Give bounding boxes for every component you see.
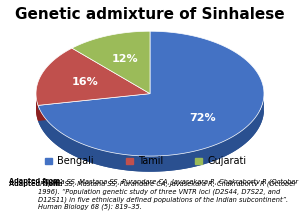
Text: Adapted from:: Adapted from: — [9, 178, 63, 184]
Text: 72%: 72% — [189, 113, 216, 123]
Text: Gujarati: Gujarati — [207, 156, 246, 165]
Polygon shape — [38, 109, 264, 172]
Text: 16%: 16% — [72, 77, 98, 87]
Bar — [45, 157, 52, 164]
Polygon shape — [72, 31, 150, 94]
Polygon shape — [38, 95, 264, 172]
Polygon shape — [38, 31, 264, 156]
Text: Genetic admixture of Sinhalese: Genetic admixture of Sinhalese — [15, 7, 285, 22]
Bar — [126, 157, 133, 164]
Bar — [195, 157, 202, 164]
Polygon shape — [36, 109, 150, 121]
Text: 12%: 12% — [112, 54, 138, 64]
Polygon shape — [36, 94, 38, 121]
Text: Papiha SS, Mastana SS, Purandare CA, Javasekara R, Chakrabortv R (October 1996).: Papiha SS, Mastana SS, Purandare CA, Jav… — [38, 181, 296, 210]
Text: Tamil: Tamil — [138, 156, 163, 165]
Text: Bengali: Bengali — [57, 156, 94, 165]
Text: Adapted from:: Adapted from: — [9, 181, 63, 187]
Text: Papiha SS, Mastana SS, Purandare CA, Javasekara R, Chakrabortv R (October 1996).: Papiha SS, Mastana SS, Purandare CA, Jav… — [40, 178, 300, 185]
Polygon shape — [36, 48, 150, 105]
